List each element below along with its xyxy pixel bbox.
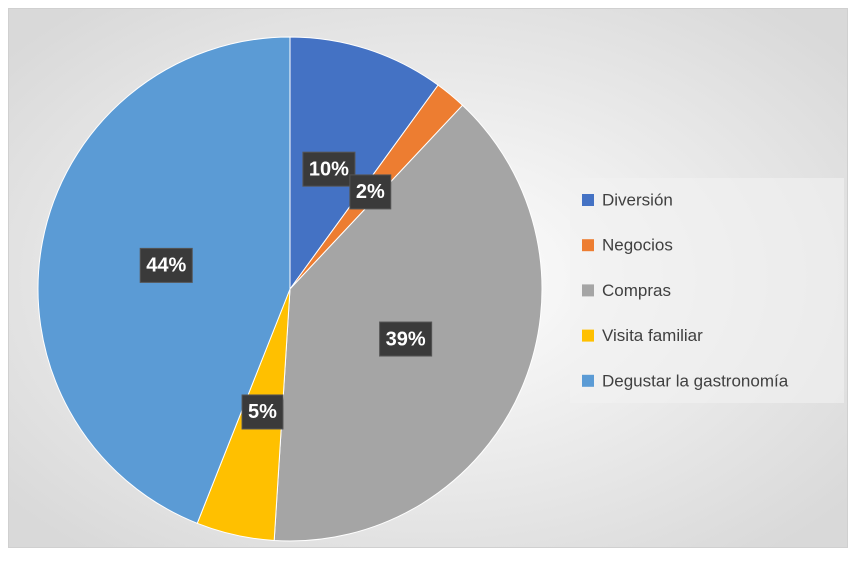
legend-swatch xyxy=(582,374,594,387)
data-label: 5% xyxy=(248,401,277,423)
data-label-box xyxy=(379,321,433,357)
legend-swatch xyxy=(582,194,594,206)
legend-label: Visita familiar xyxy=(602,326,703,345)
data-label: 39% xyxy=(386,328,426,350)
legend-swatch xyxy=(582,284,594,297)
data-labels: 10% 2% 39% 5% 44% xyxy=(139,151,433,430)
data-label-box xyxy=(349,174,392,210)
legend-swatch xyxy=(582,239,594,252)
legend-label: Negocios xyxy=(602,236,673,255)
legend-label: Diversión xyxy=(602,190,673,209)
data-label-box xyxy=(241,394,284,430)
data-label: 2% xyxy=(356,181,385,203)
data-label: 44% xyxy=(146,255,186,277)
legend: Diversión Negocios Compras Visita familiar D… xyxy=(582,190,789,390)
data-label: 10% xyxy=(309,158,349,180)
data-label-box xyxy=(139,247,193,283)
legend-label: Compras xyxy=(602,281,671,300)
pie-slice xyxy=(289,36,439,291)
legend-label: Degustar la gastronomía xyxy=(602,371,789,390)
legend-swatch xyxy=(582,329,594,342)
legend-box xyxy=(570,178,844,403)
data-label-box xyxy=(302,151,356,187)
pie xyxy=(37,36,543,542)
